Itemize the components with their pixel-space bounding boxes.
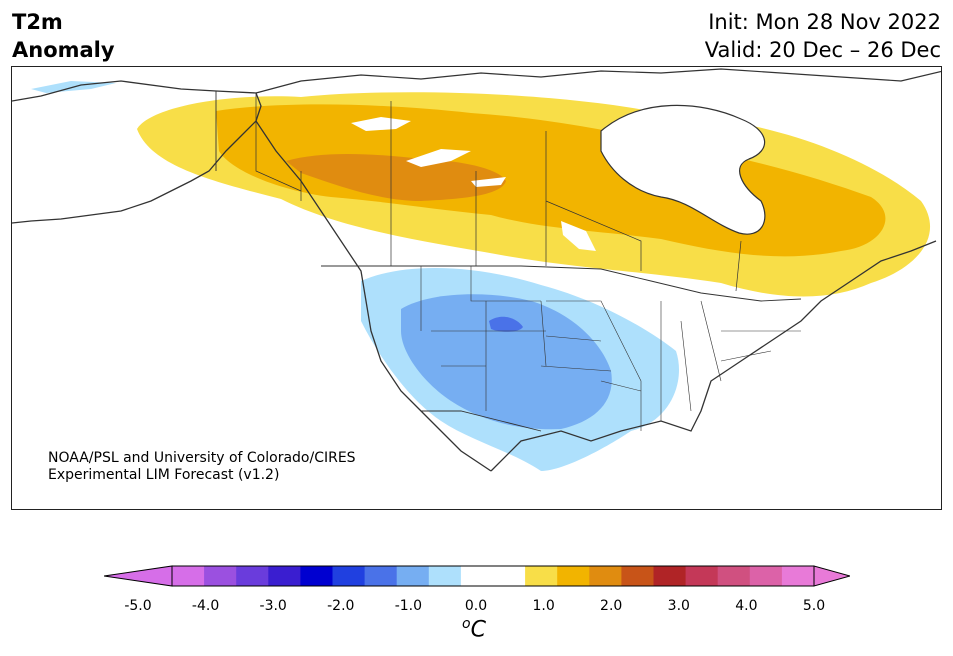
- field-label: Anomaly: [12, 38, 115, 62]
- colorbar-segment: [396, 566, 430, 586]
- colorbar-over-arrow: [813, 565, 850, 587]
- colorbar-segment: [204, 566, 237, 586]
- colorbar-tick-label: 5.0: [802, 598, 826, 614]
- unit-main: C: [470, 617, 486, 643]
- us-mexico-border: [421, 410, 542, 432]
- colorbar-tick-label: -2.0: [327, 598, 355, 614]
- anomaly-map: [12, 68, 941, 472]
- colorbar-segment: [525, 566, 558, 586]
- init-date: Init: Mon 28 Nov 2022: [708, 10, 941, 34]
- colorbar-under-arrow: [104, 565, 173, 587]
- province-borders: [255, 93, 742, 292]
- colorbar-segment: [460, 566, 494, 586]
- lake-patch: [351, 117, 411, 131]
- arctic-coastline: [255, 68, 941, 94]
- colorbar-segment: [493, 566, 526, 586]
- colorbar-tick-label: 2.0: [600, 598, 623, 614]
- colorbar-tick-label: -4.0: [191, 598, 220, 614]
- map-panel: [11, 66, 942, 510]
- colorbar-tick-label: -5.0: [124, 598, 152, 614]
- colorbar-segment: [653, 566, 687, 586]
- colorbar-tick-labels: -5.0 -4.0 -3.0 -2.0 -1.0 0.0 1.0 2.0 3.0 4.0 5.0: [0, 598, 953, 618]
- lake-patch: [471, 177, 506, 187]
- colorbar-segment: [717, 566, 751, 586]
- variable-label: T2m: [12, 10, 63, 34]
- colorbar-tick-label: -1.0: [394, 598, 423, 614]
- colorbar-tick-label: 4.0: [735, 598, 758, 614]
- lake-patch: [561, 221, 596, 251]
- state-borders: [420, 266, 801, 431]
- hudson-bay: [600, 104, 766, 235]
- colorbar-segment: [781, 566, 815, 586]
- unit-superscript: o: [462, 616, 471, 632]
- figure-title: T2m Anomaly: [12, 8, 115, 64]
- colorbar-segment: [268, 566, 301, 586]
- colorbar-segment: [300, 566, 333, 586]
- colorbar-segment: [364, 566, 398, 586]
- cold-anomaly-2c: [401, 294, 612, 430]
- colorbar-tick-label: 0.0: [464, 598, 488, 614]
- colorbar-tick-label: 3.0: [667, 598, 690, 614]
- warm-anomaly-3c: [286, 154, 506, 201]
- colorbar-unit: oC: [462, 616, 486, 642]
- cold-anomaly-3c: [489, 316, 523, 332]
- credit-line-2: Experimental LIM Forecast (v1.2): [48, 467, 280, 483]
- valid-range: Valid: 20 Dec – 26 Dec: [704, 38, 941, 62]
- colorbar-segment: [172, 566, 205, 586]
- colorbar-tick-label: -3.0: [259, 598, 287, 614]
- pacific-coastline: [255, 120, 492, 472]
- colorbar-frame: [171, 565, 815, 587]
- credit-line-1: NOAA/PSL and University of Colorado/CIRE…: [48, 450, 356, 466]
- colorbar: [104, 565, 850, 587]
- gulf-atlantic-coastline: [490, 240, 937, 472]
- lake-patch: [406, 149, 471, 167]
- colorbar-segment: [685, 566, 719, 586]
- us-canada-border: [321, 265, 802, 302]
- colorbar-segment: [236, 566, 269, 586]
- colorbar-segment: [557, 566, 590, 586]
- colorbar-segment: [589, 566, 622, 586]
- credit-text: NOAA/PSL and University of Colorado/CIRE…: [48, 450, 356, 484]
- date-info: Init: Mon 28 Nov 2022 Valid: 20 Dec – 26…: [705, 8, 941, 64]
- colorbar-segment: [428, 566, 462, 586]
- colorbar-segments: [172, 566, 815, 586]
- colorbar-segment: [749, 566, 783, 586]
- colorbar-segment: [332, 566, 366, 586]
- colorbar-segment: [621, 566, 654, 586]
- colorbar-tick-label: 1.0: [532, 598, 555, 614]
- alaska-coastline: [12, 80, 262, 224]
